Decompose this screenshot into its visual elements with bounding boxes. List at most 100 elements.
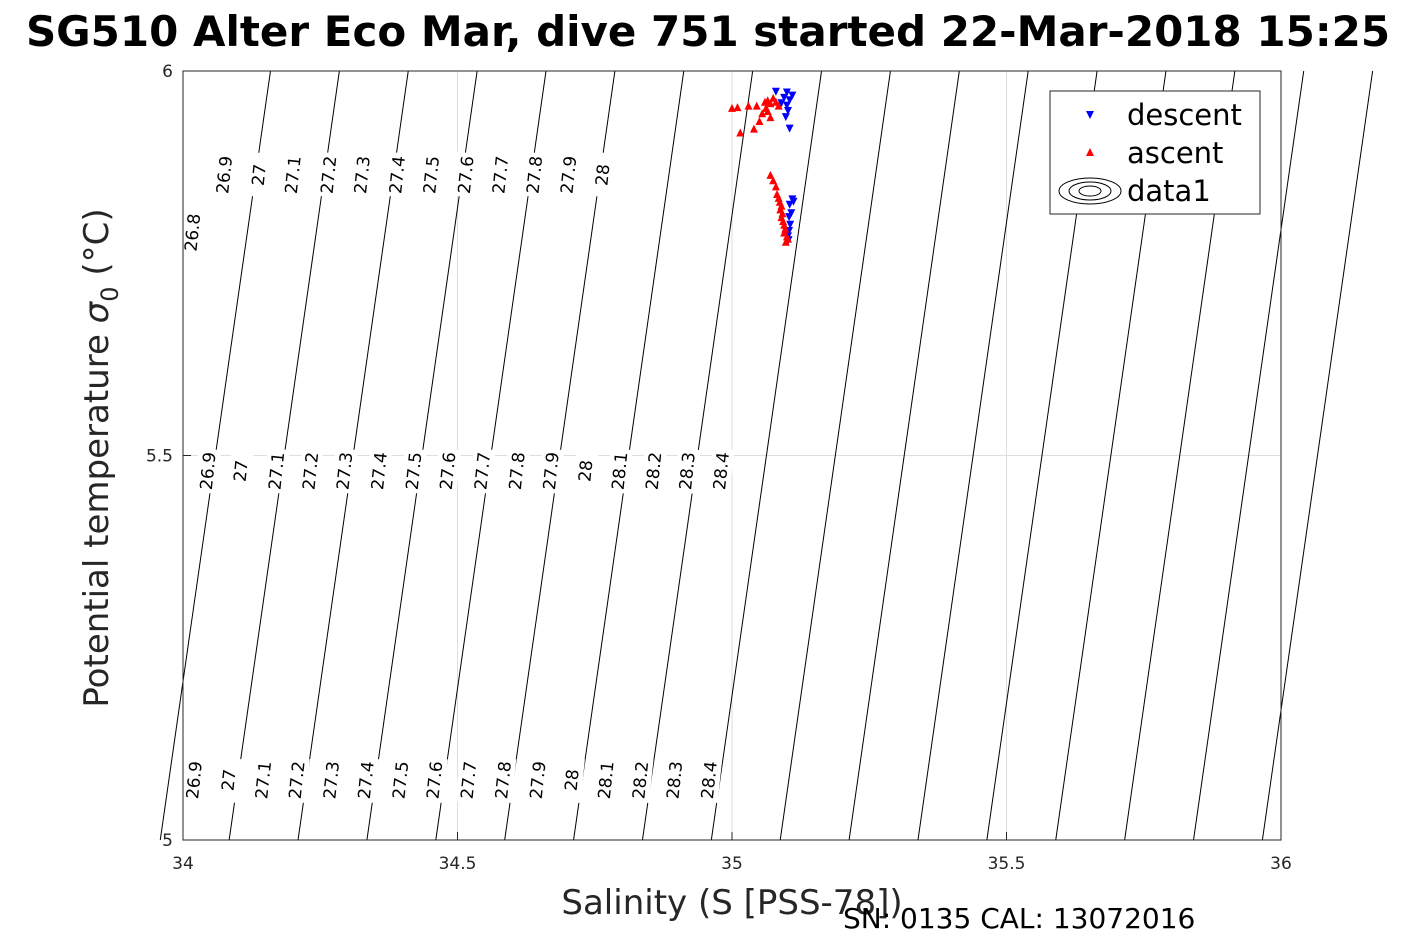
contour-label: 27.9 bbox=[527, 760, 551, 800]
contour-label-bg bbox=[421, 756, 448, 804]
contour-label-group: 28.3 bbox=[673, 447, 701, 494]
point-ascent bbox=[728, 103, 736, 112]
x-tick-label: 35 bbox=[721, 854, 743, 874]
contour-label-group: 27.2 bbox=[315, 151, 342, 198]
contour-label-group: 27.8 bbox=[521, 151, 548, 198]
contour-label-bg bbox=[707, 447, 735, 494]
contour-label-bg bbox=[249, 756, 277, 804]
data-points bbox=[728, 87, 798, 246]
contour-label-bg bbox=[521, 151, 548, 198]
point-ascent bbox=[733, 103, 742, 112]
footer-serial-cal: SN: 0135 CAL: 13072016 bbox=[843, 902, 1195, 935]
contour-label-bg bbox=[194, 447, 221, 494]
contour-label: 27.6 bbox=[455, 155, 479, 195]
contour-label-bg bbox=[245, 151, 273, 198]
contour-label-bg bbox=[452, 151, 479, 198]
point-descent bbox=[780, 93, 789, 102]
contour-label: 27.3 bbox=[320, 760, 344, 800]
point-descent bbox=[785, 213, 794, 222]
contour-label-bg bbox=[661, 756, 688, 804]
contour-label-bg bbox=[263, 447, 290, 494]
contour-label: 27.8 bbox=[492, 760, 516, 800]
x-tick-label: 34 bbox=[172, 854, 194, 874]
contour-label-group: 28.1 bbox=[592, 756, 619, 804]
isopycnal-line bbox=[779, 70, 891, 841]
contour-label-group: 28.1 bbox=[606, 447, 633, 494]
contour-label-bg bbox=[487, 151, 514, 198]
point-descent bbox=[785, 124, 794, 133]
contour-label-group: 28.3 bbox=[661, 756, 688, 804]
point-descent bbox=[782, 88, 791, 97]
contour-label-bg bbox=[555, 151, 582, 198]
contour-label-group: 28 bbox=[589, 151, 616, 198]
contour-label: 27.5 bbox=[389, 760, 413, 800]
contour-label-bg bbox=[315, 151, 342, 198]
contour-label-bg bbox=[387, 756, 414, 804]
contour-label-bg bbox=[400, 447, 427, 494]
contour-label-bg bbox=[331, 447, 358, 494]
point-descent bbox=[783, 106, 792, 115]
point-ascent bbox=[752, 101, 761, 110]
contour-label: 28.1 bbox=[609, 451, 633, 491]
point-descent bbox=[785, 96, 794, 105]
legend-label-ascent: ascent bbox=[1127, 136, 1223, 170]
legend-marker-ascent bbox=[1086, 148, 1094, 156]
y-tick-label: 5 bbox=[162, 831, 173, 851]
contour-label-group: 27.5 bbox=[387, 756, 414, 804]
contour-label-group: 27.5 bbox=[400, 447, 427, 494]
contour-label-bg bbox=[210, 151, 238, 198]
y-tick-label: 6 bbox=[162, 62, 173, 82]
contour-label-group: 27.3 bbox=[348, 151, 376, 198]
contour-label-bg bbox=[227, 447, 254, 494]
contour-label-group: 28 bbox=[558, 756, 585, 804]
contour-label: 27.2 bbox=[286, 760, 310, 800]
contour-label-group: 27.7 bbox=[455, 756, 482, 804]
contour-label: 26.9 bbox=[183, 760, 207, 800]
contour-label-group: 27.4 bbox=[383, 151, 411, 198]
point-ascent bbox=[774, 101, 783, 110]
contour-label-bg bbox=[468, 447, 496, 494]
contour-label-group: 28.2 bbox=[640, 447, 667, 494]
contour-label-bg bbox=[317, 756, 345, 804]
contour-label-group: 27.5 bbox=[417, 151, 445, 198]
contour-label-bg bbox=[215, 756, 242, 804]
contour-label-group: 27.6 bbox=[434, 447, 461, 494]
contour-label: 27.1 bbox=[252, 760, 276, 800]
contour-label: 27.6 bbox=[424, 760, 448, 800]
contour-label-bg bbox=[417, 151, 445, 198]
contour-label: 27.3 bbox=[333, 451, 357, 491]
contour-label-group: 28.2 bbox=[627, 756, 654, 804]
contour-label-group: 27.7 bbox=[487, 151, 514, 198]
contour-label-group: 27 bbox=[245, 151, 273, 198]
contour-label: 27.5 bbox=[420, 155, 444, 195]
contour-label: 27.5 bbox=[403, 451, 427, 491]
contour-label: 28.2 bbox=[643, 451, 667, 491]
point-descent bbox=[786, 220, 795, 229]
y-tick-label: 5.5 bbox=[146, 447, 173, 467]
contour-label: 28.3 bbox=[676, 451, 700, 491]
contour-label: 28.3 bbox=[663, 760, 687, 800]
contour-label-bg bbox=[524, 756, 551, 804]
point-ascent bbox=[749, 124, 758, 133]
point-descent bbox=[788, 91, 797, 100]
contour-label-group: 27.8 bbox=[489, 756, 517, 804]
point-ascent bbox=[771, 182, 780, 191]
x-tick-label: 36 bbox=[1270, 854, 1292, 874]
contour-label: 28.2 bbox=[629, 760, 653, 800]
contour-label-bg bbox=[695, 756, 723, 804]
contour-label-group: 26.9 bbox=[180, 756, 208, 804]
contour-label: 28 bbox=[562, 768, 584, 792]
contour-label-bg bbox=[589, 151, 616, 198]
point-ascent bbox=[755, 116, 764, 125]
contour-label-group: 27.2 bbox=[297, 447, 324, 494]
contour-label-group: 27.6 bbox=[452, 151, 479, 198]
contour-label-bg bbox=[297, 447, 324, 494]
chart-title: SG510 Alter Eco Mar, dive 751 started 22… bbox=[26, 7, 1390, 56]
contour-label-bg bbox=[489, 756, 517, 804]
y-axis-label-subscript: 0 bbox=[96, 286, 124, 301]
contour-label-group: 28.4 bbox=[707, 447, 735, 494]
contour-label-group: 27.8 bbox=[503, 447, 531, 494]
contour-label-group: 27.9 bbox=[524, 756, 551, 804]
contour-label-bg bbox=[383, 151, 411, 198]
contour-label-bg bbox=[283, 756, 310, 804]
